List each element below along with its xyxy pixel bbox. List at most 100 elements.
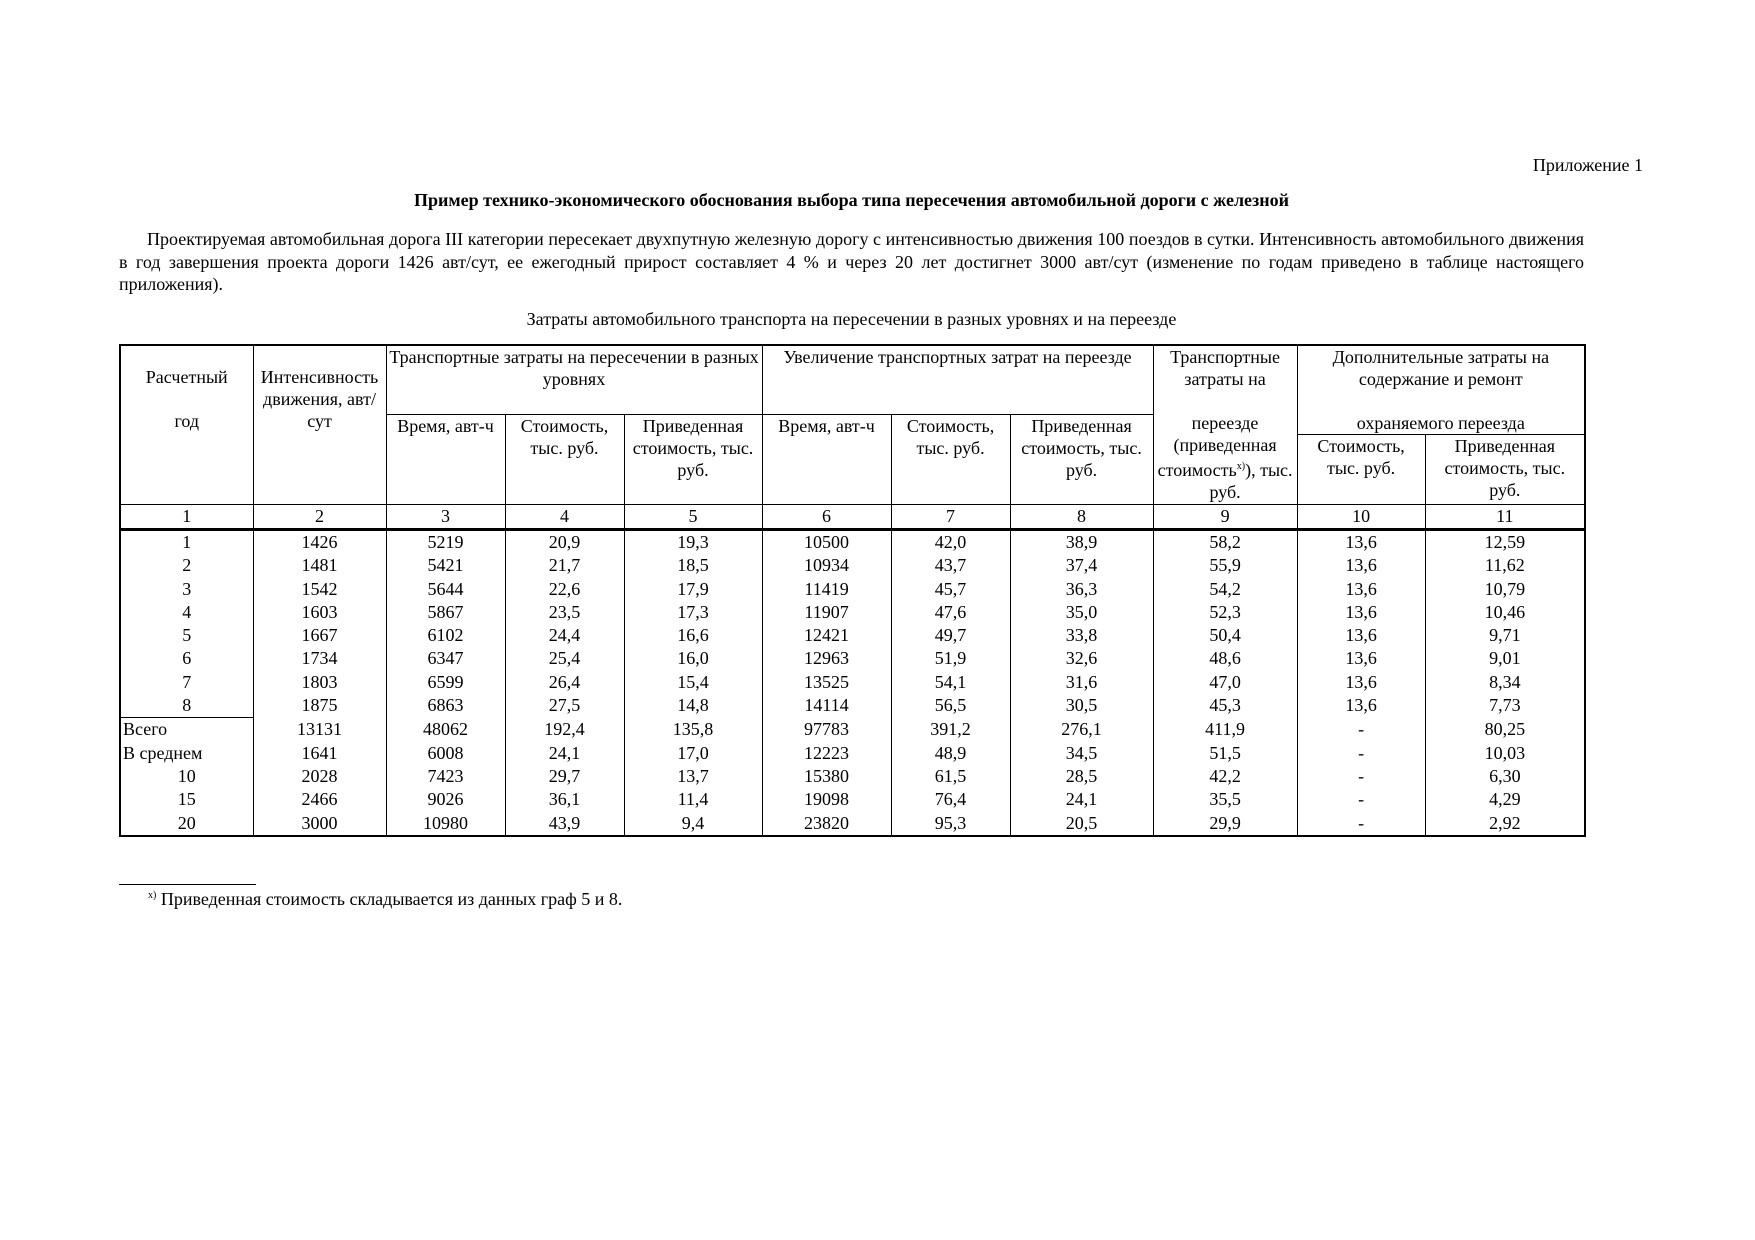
table-cell: - [1296, 811, 1426, 836]
table-cell: 5421 [385, 554, 506, 578]
table-row: 10 2028 7423 29,7 13,7 15380 61,5 28,5 42,2-6,30 [119, 764, 1586, 789]
table-cell: 50,4 [1152, 624, 1298, 648]
table-cell: 2466 [252, 788, 387, 812]
table-cell: 1603 [252, 600, 387, 625]
table-cell: 9,71 [1424, 624, 1586, 648]
header-group-crossing-increase: Увеличение транспортных затрат на переез… [761, 344, 1154, 415]
table-cell: 58,2 [1152, 529, 1298, 555]
table-cell: 13,6 [1296, 670, 1426, 695]
table-cell: 7423 [385, 764, 506, 789]
table-cell: 13,6 [1296, 647, 1426, 671]
column-number: 5 [623, 504, 763, 531]
table-cell: 23820 [761, 811, 892, 836]
table-row: 20 3000 10980 43,9 9,4 23820 95,3 20,5 29,9-2,92 [119, 811, 1586, 836]
table-cell: 31,6 [1009, 670, 1154, 695]
column-number: 7 [890, 504, 1011, 531]
header-year: Расчетный год [119, 344, 254, 505]
costs-table: Расчетный год Интенсивность движения, авт… [119, 344, 1587, 837]
table-cell: 56,5 [890, 694, 1011, 718]
table-cell: 20,5 [1009, 811, 1154, 836]
table-cell: 36,1 [504, 788, 625, 812]
table-cell: 24,4 [504, 624, 625, 648]
table-cell: 10980 [385, 811, 506, 836]
table-row: 8 1875 6863 27,5 14,8 14114 56,5 30,5 45,3 13,6 7,… [119, 694, 1586, 719]
table-cell: 24,1 [1009, 788, 1154, 812]
table-cell: 6 [119, 647, 254, 671]
table-cell: 135,8 [623, 717, 763, 742]
table-cell: 29,9 [1152, 811, 1298, 836]
table-row: 3 1542 5644 22,6 17,9 11419 45,7 36,3 54,2 13,6 10… [119, 577, 1586, 601]
table-cell: 6599 [385, 670, 506, 695]
table-cell: 27,5 [504, 694, 625, 718]
table-row: В среднем 1641 6008 24,1 17,0 12223 48,9 34,5 51… [119, 741, 1586, 765]
table-cell: 45,3 [1152, 694, 1298, 718]
table-cell: 1426 [252, 529, 387, 555]
appendix-label: Приложение 1 [1532, 155, 1643, 175]
table-cell: 1803 [252, 670, 387, 695]
table-cell: 17,0 [623, 741, 763, 765]
table-cell: 48,6 [1152, 647, 1298, 671]
table-cell: 11,4 [623, 788, 763, 812]
table-cell: 20,9 [504, 529, 625, 555]
table-cell: 47,0 [1152, 670, 1298, 695]
table-cell: - [1296, 741, 1426, 765]
table-cell: 15380 [761, 764, 892, 789]
table-cell: 10,03 [1424, 741, 1586, 765]
table-cell: 13,6 [1296, 600, 1426, 625]
table-cell: 192,4 [504, 717, 625, 742]
column-number: 4 [504, 504, 625, 531]
table-cell: 34,5 [1009, 741, 1154, 765]
header-year-line1: Расчетный [145, 367, 228, 387]
table-cell: 29,7 [504, 764, 625, 789]
table-cell: 35,5 [1152, 788, 1298, 812]
header-crossing-costs-line1: Транспортные затраты на [1170, 347, 1281, 389]
footnote: x) Приведенная стоимость складывается из… [148, 889, 622, 910]
table-cell: В среднем [119, 741, 254, 765]
table-cell: 15 [119, 788, 254, 812]
header-year-line2: год [174, 411, 200, 431]
table-cell: 18,5 [623, 554, 763, 578]
table-cell: 15,4 [623, 670, 763, 695]
table-cell: 7,73 [1424, 694, 1586, 718]
table-cell: 4,29 [1424, 788, 1586, 812]
table-cell: - [1296, 717, 1426, 742]
table-cell: 47,6 [890, 600, 1011, 625]
table-cell: 12963 [761, 647, 892, 671]
table-cell: 1667 [252, 624, 387, 648]
table-row: Всего 13131 48062 192,4 135,8 97783 391,2 276,1… [119, 717, 1586, 742]
table-cell: 17,9 [623, 577, 763, 601]
table-cell: 10 [119, 764, 254, 789]
table-cell: 8,34 [1424, 670, 1586, 695]
table-cell: 13,6 [1296, 529, 1426, 555]
table-cell: 54,2 [1152, 577, 1298, 601]
table-cell: 6102 [385, 624, 506, 648]
table-cell: 30,5 [1009, 694, 1154, 718]
table-cell: 13525 [761, 670, 892, 695]
header-col11: Приведенная стоимость, тыс. руб. [1424, 434, 1586, 505]
table-cell: 43,7 [890, 554, 1011, 578]
table-cell: 1542 [252, 577, 387, 601]
header-col6: Время, авт-ч [761, 414, 892, 505]
table-cell: 95,3 [890, 811, 1011, 836]
table-cell: 3 [119, 577, 254, 601]
table-cell: 54,1 [890, 670, 1011, 695]
header-crossing-costs-line2: переезде (приведенная стоимость [1157, 413, 1277, 480]
column-number: 3 [385, 504, 506, 531]
column-number: 11 [1424, 504, 1586, 531]
table-row: 1 1426 5219 20,9 19,3 10500 42,0 38,9 58,2 13,6 12… [119, 529, 1586, 555]
table-cell: 1 [119, 529, 254, 555]
header-maintenance-line1: Дополнительные затраты на содержание и р… [1332, 347, 1550, 389]
header-intensity: Интенсивность движения, авт/сут [252, 344, 387, 505]
table-cell: 5644 [385, 577, 506, 601]
table-cell: 21,7 [504, 554, 625, 578]
table-cell: 2028 [252, 764, 387, 789]
table-cell: 16,6 [623, 624, 763, 648]
table-cell: 76,4 [890, 788, 1011, 812]
table-cell: 42,2 [1152, 764, 1298, 789]
table-cell: 43,9 [504, 811, 625, 836]
table-cell: 9,01 [1424, 647, 1586, 671]
table-cell: 13,6 [1296, 624, 1426, 648]
table-cell: - [1296, 764, 1426, 789]
header-col10: Стоимость, тыс. руб. [1296, 434, 1426, 505]
table-cell: 55,9 [1152, 554, 1298, 578]
